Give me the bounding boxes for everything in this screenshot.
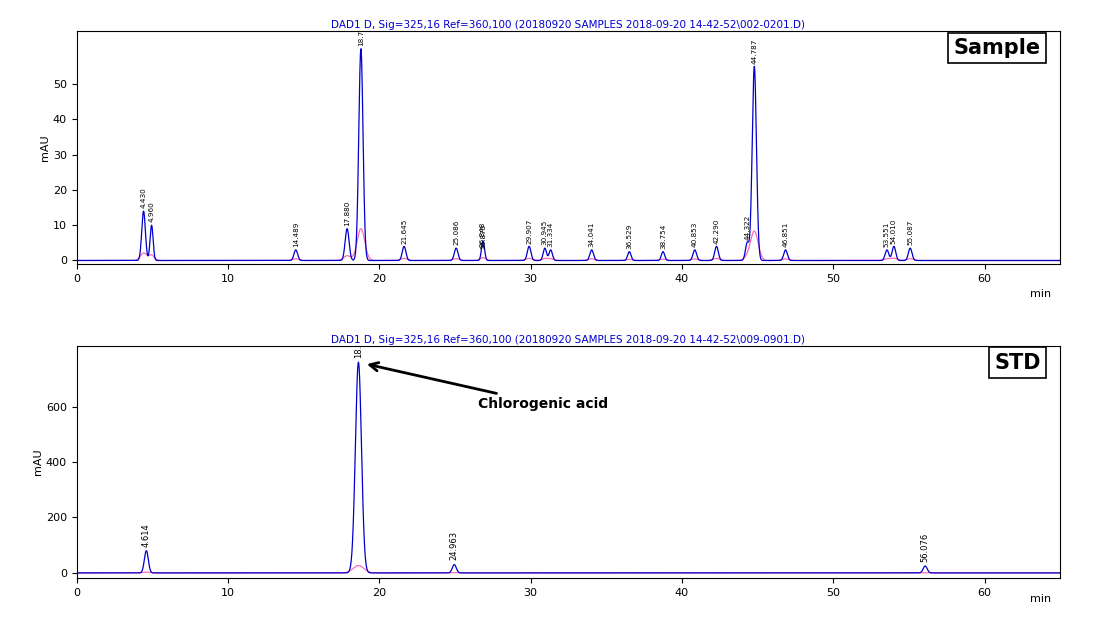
- Text: 25.086: 25.086: [454, 220, 459, 245]
- Text: 44.787: 44.787: [751, 38, 757, 63]
- Text: 44.322: 44.322: [744, 215, 750, 240]
- Text: 36.529: 36.529: [626, 223, 633, 249]
- Text: 29.907: 29.907: [526, 218, 532, 244]
- Y-axis label: mAU: mAU: [39, 134, 50, 161]
- Text: 4.430: 4.430: [141, 187, 146, 208]
- Text: 4.614: 4.614: [142, 523, 151, 547]
- Text: 46.851: 46.851: [783, 221, 788, 247]
- Text: 30.945: 30.945: [542, 220, 548, 245]
- Text: 34.041: 34.041: [589, 221, 595, 247]
- Text: Sample: Sample: [953, 38, 1041, 58]
- Text: min: min: [1030, 289, 1051, 299]
- Text: Chlorogenic acid: Chlorogenic acid: [369, 363, 608, 411]
- Text: 38.754: 38.754: [660, 223, 666, 249]
- Text: 21.645: 21.645: [401, 218, 407, 244]
- Text: 18.628: 18.628: [354, 329, 363, 358]
- Text: 4.960: 4.960: [149, 202, 154, 223]
- Text: 54.010: 54.010: [891, 218, 897, 244]
- Text: 18.792: 18.792: [357, 21, 364, 46]
- Text: 26.848: 26.848: [480, 221, 485, 247]
- Text: 31.334: 31.334: [548, 221, 554, 247]
- Text: 26.875: 26.875: [480, 223, 486, 249]
- Text: 56.076: 56.076: [920, 532, 930, 562]
- Text: 14.489: 14.489: [293, 221, 298, 247]
- Text: 24.963: 24.963: [450, 531, 459, 560]
- Text: 17.880: 17.880: [344, 200, 350, 226]
- Text: STD: STD: [994, 353, 1041, 373]
- Title: DAD1 D, Sig=325,16 Ref=360,100 (20180920 SAMPLES 2018-09-20 14-42-52\009-0901.D): DAD1 D, Sig=325,16 Ref=360,100 (20180920…: [331, 335, 806, 345]
- Text: 42.290: 42.290: [714, 218, 719, 244]
- Text: 53.551: 53.551: [884, 221, 890, 247]
- Title: DAD1 D, Sig=325,16 Ref=360,100 (20180920 SAMPLES 2018-09-20 14-42-52\002-0201.D): DAD1 D, Sig=325,16 Ref=360,100 (20180920…: [331, 21, 806, 30]
- Y-axis label: mAU: mAU: [33, 448, 43, 475]
- Text: 55.087: 55.087: [907, 220, 913, 245]
- Text: 40.853: 40.853: [692, 221, 697, 247]
- Text: min: min: [1030, 594, 1051, 604]
